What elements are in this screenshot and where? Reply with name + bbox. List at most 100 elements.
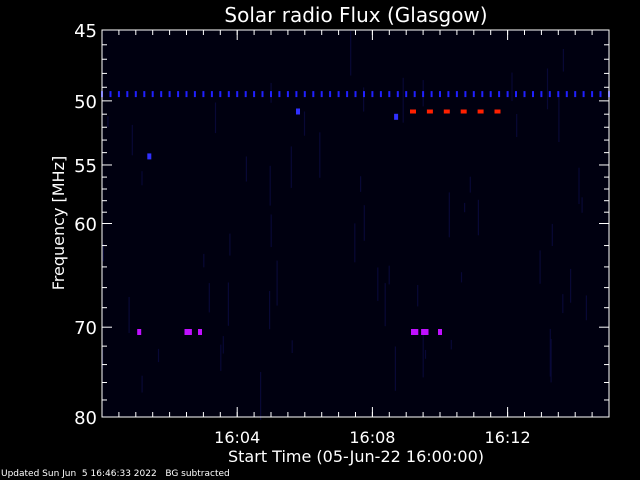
band-mark [413, 91, 416, 98]
band-mark [253, 91, 256, 98]
band-mark [447, 91, 450, 98]
noise-streak [464, 202, 466, 213]
noise-streak [227, 282, 229, 326]
band-mark [117, 91, 120, 98]
band-mark [430, 91, 433, 98]
band-mark [443, 109, 450, 114]
noise-streak [269, 165, 271, 206]
data-point [414, 329, 419, 335]
band-mark [244, 91, 247, 98]
noise-streak [363, 205, 365, 241]
band-mark [160, 91, 163, 98]
band-mark [464, 91, 467, 98]
noise-streak [562, 49, 564, 72]
y-tick-label: 50 [74, 92, 97, 113]
band-mark [574, 91, 577, 98]
noise-streak [562, 294, 564, 314]
noise-streak [319, 132, 321, 178]
noise-streak [469, 176, 471, 193]
noise-streak [360, 176, 362, 192]
band-mark [193, 91, 196, 98]
band-mark [168, 91, 171, 98]
noise-streak [539, 250, 541, 284]
x-tick-label: 16:12 [485, 428, 531, 447]
band-mark [337, 91, 340, 98]
y-axis-label: Frequency [MHz] [49, 156, 68, 290]
band-mark [134, 91, 137, 98]
x-axis-label: Start Time (05-Jun-22 16:00:00) [228, 447, 484, 466]
updated-timestamp: Updated Sun Jun 5 16:46:33 2022 [1, 469, 157, 479]
band-mark [515, 91, 517, 98]
noise-streak [229, 233, 231, 256]
noise-streak [550, 339, 552, 383]
noise-streak [551, 223, 553, 246]
noise-streak [477, 199, 479, 236]
noise-streak [363, 87, 365, 112]
band-mark [388, 91, 391, 98]
band-mark [109, 91, 112, 98]
band-mark [532, 91, 534, 98]
band-mark [126, 91, 129, 98]
band-mark [540, 91, 543, 98]
band-mark [460, 109, 467, 114]
band-mark [210, 91, 213, 98]
noise-streak [245, 156, 247, 182]
x-tick-label: 16:08 [349, 428, 395, 447]
band-mark [177, 91, 180, 98]
noise-streak [570, 268, 572, 303]
band-mark [439, 91, 441, 98]
data-point [147, 153, 152, 160]
data-point [424, 329, 429, 335]
noise-streak [208, 283, 210, 313]
band-mark [455, 91, 458, 98]
noise-streak [448, 192, 450, 238]
noise-streak [222, 336, 224, 354]
noise-streak [269, 291, 271, 330]
band-mark [346, 91, 349, 98]
noise-streak [424, 350, 427, 359]
band-mark [320, 91, 323, 98]
noise-streak [511, 72, 513, 102]
noise-streak [394, 346, 396, 391]
band-mark [548, 91, 551, 98]
band-mark [405, 91, 408, 98]
band-mark [286, 91, 289, 98]
band-mark [557, 91, 560, 98]
noise-streak [402, 77, 404, 123]
band-mark [354, 91, 357, 98]
band-mark [295, 91, 298, 98]
data-point [187, 329, 192, 335]
noise-streak [388, 265, 390, 285]
data-point [394, 113, 399, 120]
noise-streak [422, 332, 424, 378]
band-mark [426, 109, 433, 114]
band-mark [396, 91, 399, 98]
band-mark [489, 91, 492, 98]
noise-streak [350, 31, 352, 76]
noise-streak [377, 267, 379, 301]
noise-streak [354, 223, 356, 263]
band-mark [477, 109, 484, 114]
x-tick-label: 16:04 [214, 428, 260, 447]
noise-streak [260, 372, 262, 420]
band-mark [151, 91, 154, 98]
data-point [438, 329, 442, 335]
noise-streak [131, 124, 133, 156]
band-mark [185, 91, 188, 98]
noise-streak [578, 167, 580, 204]
noise-streak [291, 340, 293, 353]
noise-streak [546, 68, 549, 110]
noise-streak [460, 272, 463, 283]
band-mark [261, 91, 264, 98]
band-mark [506, 91, 509, 98]
data-point [296, 108, 300, 115]
band-mark [363, 91, 365, 98]
data-point [198, 329, 202, 335]
band-mark [599, 91, 602, 98]
bg-subtracted-label: BG subtracted [165, 469, 230, 479]
y-tick-label: 60 [74, 215, 97, 236]
noise-streak [102, 349, 104, 370]
noise-streak [214, 102, 217, 134]
band-mark [481, 91, 484, 98]
